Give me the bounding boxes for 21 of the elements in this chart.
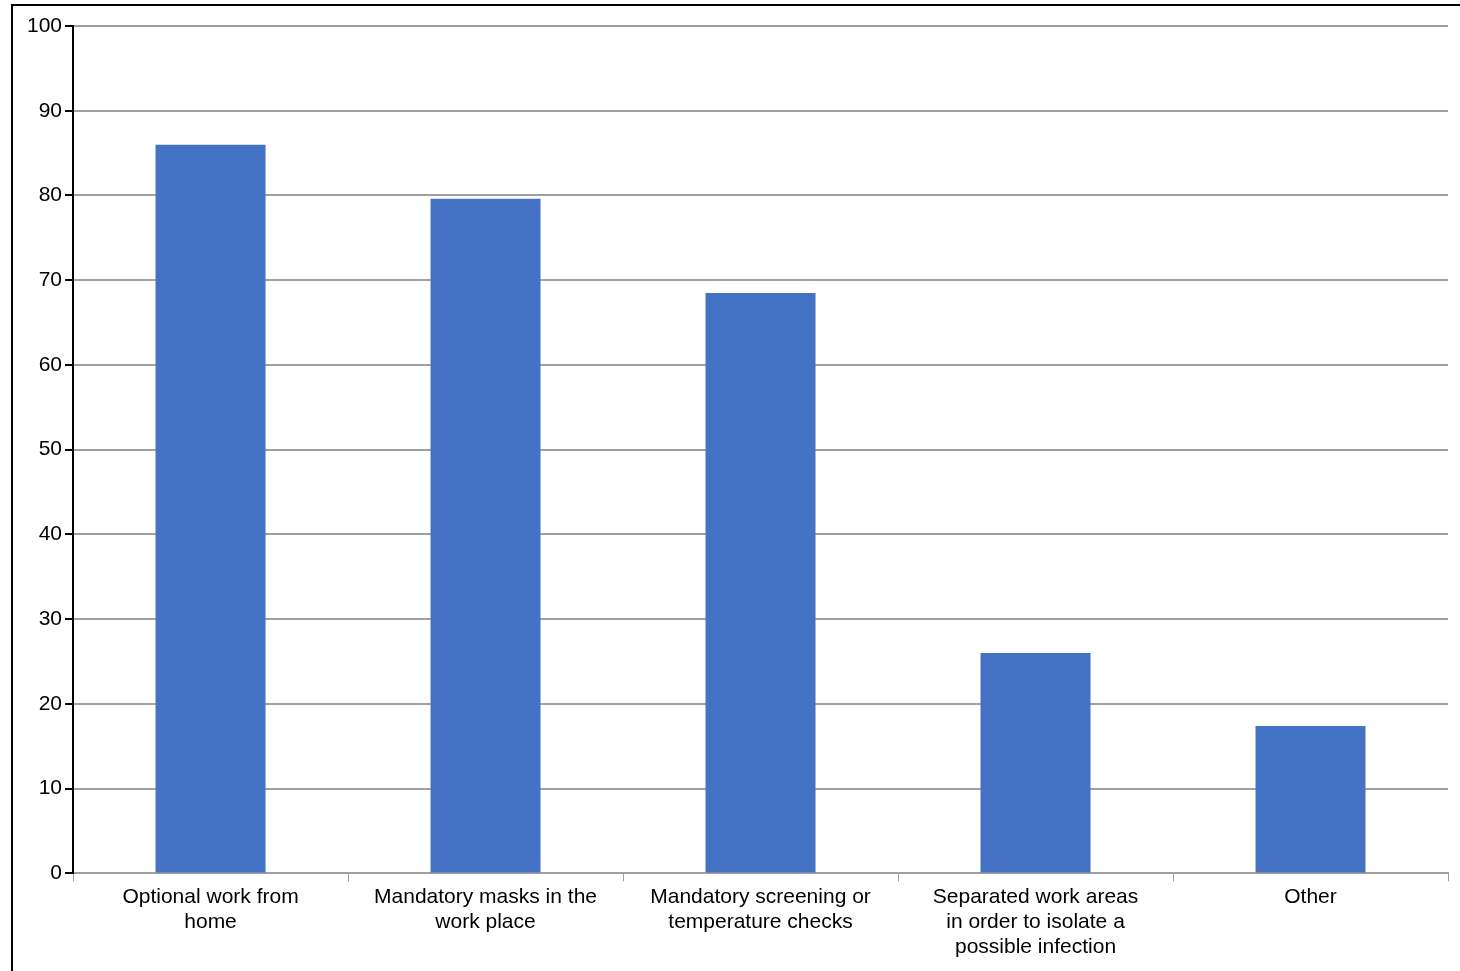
x-tick-label: Optional work from home [122,883,299,932]
x-tick-label: Other [1284,883,1337,907]
y-tick-label: 30 [38,605,63,629]
y-tick-label: 90 [38,97,63,121]
x-tick-label: Mandatory screening or temperature checks [650,883,871,932]
y-tick-label: 100 [26,12,63,36]
bar [430,198,541,873]
y-tick-label: 40 [38,521,63,545]
bar [1255,725,1366,873]
y-tick-label: 70 [38,267,63,291]
bar [705,292,816,873]
y-tick-label: 20 [38,690,63,714]
x-tick-label: Separated work areas in order to isolate a possible infection [932,883,1139,958]
y-tick-label: 50 [38,436,63,460]
y-tick-label: 60 [38,351,63,375]
y-tick-label: 10 [38,775,63,799]
x-tick-label: Mandatory masks in the work place [374,883,597,932]
y-tick-label: 80 [38,182,63,206]
bar [155,144,266,873]
bar [980,653,1091,873]
y-tick-label: 0 [50,860,63,884]
